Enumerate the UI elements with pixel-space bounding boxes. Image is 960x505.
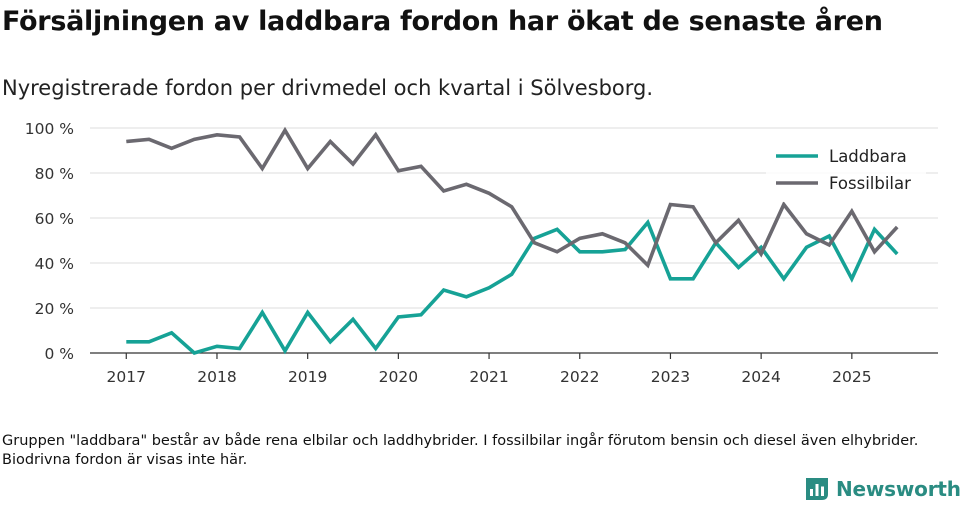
- y-tick-label: 60 %: [35, 210, 74, 228]
- series-line-laddbara: [126, 219, 899, 356]
- x-tick-label: 2019: [288, 368, 327, 386]
- x-tick-label: 2025: [832, 368, 871, 386]
- legend-label: Fossilbilar: [829, 174, 911, 193]
- x-tick-label: 2020: [379, 368, 418, 386]
- legend-label: Laddbara: [829, 147, 907, 166]
- y-tick-label: 80 %: [35, 165, 74, 183]
- brand-logo: Newsworthy: [804, 474, 960, 504]
- chart-title: Försäljningen av laddbara fordon har öka…: [2, 6, 883, 37]
- brand-name: Newsworthy: [836, 477, 960, 501]
- chart-subtitle: Nyregistrerade fordon per drivmedel och …: [2, 76, 654, 100]
- y-axis-ticks: 0 % 20 % 40 % 60 % 80 % 100 %: [25, 120, 74, 363]
- x-tick-label: 2022: [560, 368, 599, 386]
- footnote: Gruppen "laddbara" består av både rena e…: [2, 433, 919, 468]
- y-tick-label: 20 %: [35, 300, 74, 318]
- y-tick-label: 40 %: [35, 255, 74, 273]
- legend-background: [766, 142, 926, 202]
- x-tick-label: 2021: [469, 368, 508, 386]
- x-tick-label: 2018: [197, 368, 236, 386]
- x-tick-label: 2023: [651, 368, 690, 386]
- series-line-fossilbilar: [126, 126, 899, 269]
- y-tick-label: 100 %: [25, 120, 74, 138]
- newsworthy-logo-icon: [806, 478, 828, 500]
- y-tick-label: 0 %: [44, 345, 74, 363]
- x-tick-label: 2024: [741, 368, 780, 386]
- series-lines: [126, 126, 899, 356]
- x-tick-label: 2017: [107, 368, 146, 386]
- x-axis-ticks: 2017 2018 2019 2020 2021 2022 2023 2024 2025: [107, 353, 872, 386]
- legend: Laddbara Fossilbilar: [766, 142, 926, 202]
- line-chart: 0 % 20 % 40 % 60 % 80 % 100 % 2017 2018 2019 202…: [25, 120, 938, 386]
